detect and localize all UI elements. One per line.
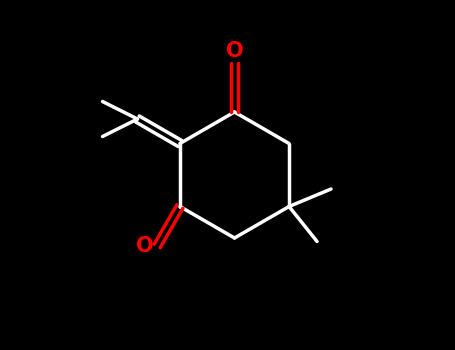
Text: O: O — [226, 41, 243, 61]
Text: O: O — [136, 236, 154, 256]
